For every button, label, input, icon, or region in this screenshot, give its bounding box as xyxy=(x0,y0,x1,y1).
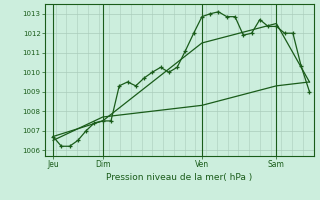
X-axis label: Pression niveau de la mer( hPa ): Pression niveau de la mer( hPa ) xyxy=(106,173,252,182)
